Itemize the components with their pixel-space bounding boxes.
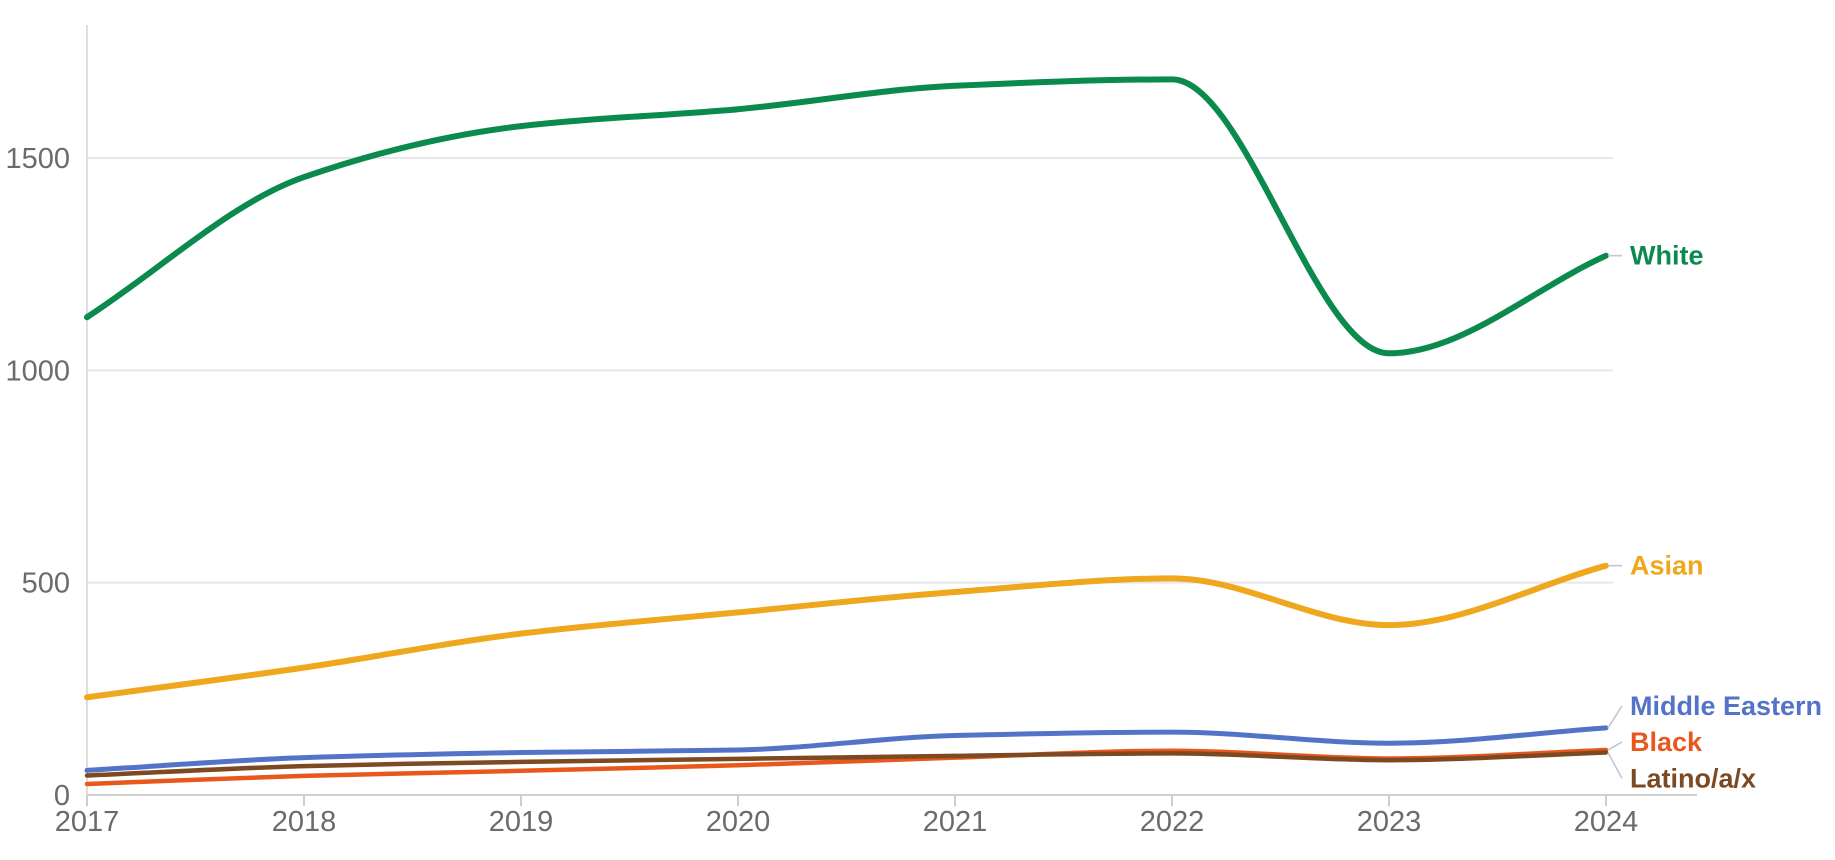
y-axis-labels: 0 500 1000 1500 <box>5 143 70 812</box>
label-leader-black <box>1607 741 1623 751</box>
series-label-asian: Asian <box>1630 551 1704 581</box>
x-tick-label-2019: 2019 <box>489 806 554 838</box>
x-tick-label-2020: 2020 <box>706 806 771 838</box>
series-line-middle-eastern[interactable] <box>84 725 1609 773</box>
y-tick-label-1000: 1000 <box>5 355 70 387</box>
y-tick-label-0: 0 <box>54 780 70 812</box>
x-axis-ticks <box>86 795 1607 806</box>
y-tick-label-1500: 1500 <box>5 143 70 175</box>
series-label-white: White <box>1630 241 1704 271</box>
label-leader-latino-a-x <box>1607 752 1623 779</box>
series-label-black: Black <box>1630 727 1703 757</box>
series-line-white[interactable] <box>84 76 1609 357</box>
series-label-middle-eastern: Middle Eastern <box>1630 691 1822 721</box>
x-tick-label-2018: 2018 <box>272 806 337 838</box>
series-line-asian[interactable] <box>84 562 1609 701</box>
x-tick-label-2024: 2024 <box>1574 806 1639 838</box>
y-tick-label-500: 500 <box>22 568 70 600</box>
x-tick-label-2023: 2023 <box>1357 806 1422 838</box>
series-line-latino-a-x[interactable] <box>84 750 1609 778</box>
label-leader-middle-eastern <box>1607 705 1623 729</box>
gridlines <box>86 25 1697 806</box>
x-tick-label-2017: 2017 <box>55 806 120 838</box>
x-tick-label-2022: 2022 <box>1140 806 1205 838</box>
series-label-latino-a-x: Latino/a/x <box>1630 764 1756 794</box>
x-tick-label-2021: 2021 <box>923 806 988 838</box>
x-axis-labels: 2017 2018 2019 2020 2021 2022 2023 2024 <box>55 806 1639 838</box>
